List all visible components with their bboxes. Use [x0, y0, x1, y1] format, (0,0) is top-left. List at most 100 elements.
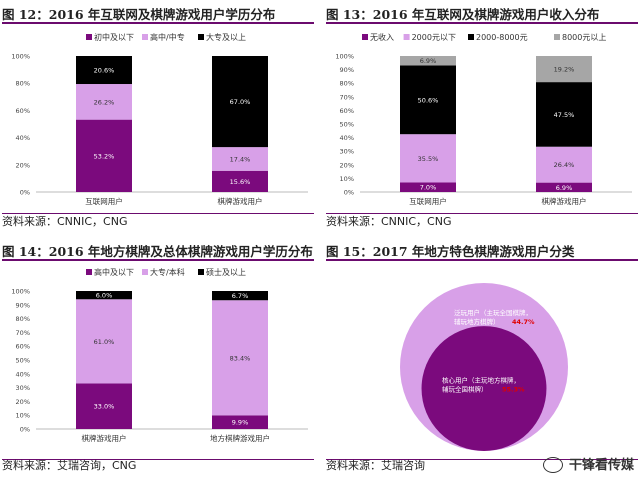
x-tick-label: 地方棋牌游戏用户 [210, 433, 270, 443]
y-tick-label: 0% [20, 189, 30, 197]
outer-label: 泛玩用户（主玩全国棋牌， [454, 308, 532, 317]
inner-label: 辅玩全国棋牌） [442, 385, 488, 394]
legend-label: 8000元以上 [562, 33, 606, 42]
data-label: 33.0% [94, 403, 115, 411]
figure-14-source: 资料来源：艾瑞咨询，CNG [2, 459, 137, 472]
y-tick-label: 0% [20, 426, 30, 434]
figure-15-panel: 图 15：2017 年地方特色棋牌游戏用户分类 泛玩用户（主玩全国棋牌， 辅玩地方… [326, 237, 638, 477]
legend-swatch [198, 269, 204, 275]
figure-14-panel: 图 14：2016 年地方棋牌及总体棋牌游戏用户学历分布 高中及以下 大专/本科 硕… [2, 237, 314, 477]
figure-13-panel: 图 13：2016 年互联网及棋牌游戏用户收入分布 无收入 2000元以下 2000… [326, 0, 638, 233]
bar-segment [536, 56, 592, 83]
source-divider [326, 459, 638, 460]
figure-15-source: 资料来源：艾瑞咨询 [326, 459, 425, 472]
bar-segment [76, 291, 132, 300]
legend-label: 大专及以上 [206, 32, 246, 42]
figure-13-source: 资料来源：CNNIC，CNG [326, 215, 452, 228]
data-label: 6.9% [420, 57, 437, 65]
outer-label: 辅玩地方棋牌） [454, 317, 500, 326]
y-tick-label: 40% [16, 134, 30, 142]
bar-segment [400, 134, 456, 183]
y-tick-label: 0% [344, 189, 354, 197]
y-tick-label: 80% [16, 315, 30, 323]
bar-segment [76, 299, 132, 384]
data-label: 6.7% [232, 292, 249, 300]
y-tick-label: 30% [340, 148, 354, 156]
legend-swatch [362, 34, 368, 40]
legend-label: 高中及以下 [94, 267, 134, 277]
y-tick-label: 20% [340, 161, 354, 169]
bar-segment [212, 415, 268, 429]
data-label: 50.6% [418, 96, 439, 104]
x-tick-label: 棋牌游戏用户 [82, 433, 127, 443]
title-divider [2, 259, 314, 261]
title-divider [326, 259, 638, 261]
source-divider [2, 459, 314, 460]
wechat-icon [542, 457, 563, 473]
title-divider [2, 22, 314, 24]
figure-12-chart: 初中及以下 高中/中专 大专及以上 0% 20% 40% 60% 80% 100% 53.2% 26… [11, 32, 308, 206]
data-label: 53.2% [94, 152, 115, 160]
y-tick-label: 70% [340, 93, 354, 101]
figure-12-source: 资料来源：CNNIC，CNG [2, 215, 128, 228]
inner-circle [421, 326, 547, 451]
legend-label: 2000元以下 [412, 33, 456, 42]
bar-segment [212, 56, 268, 148]
figure-12-title: 图 12：2016 年互联网及棋牌游戏用户学历分布 [2, 7, 276, 22]
figure-12-panel: 图 12：2016 年互联网及棋牌游戏用户学历分布 初中及以下 高中/中专 大专及以… [2, 0, 314, 233]
bar-segment [536, 82, 592, 147]
inner-value: 55.3% [502, 386, 525, 394]
data-label: 15.6% [230, 178, 251, 186]
legend-swatch [142, 269, 148, 275]
bar-segment [400, 65, 456, 135]
figure-14-chart: 高中及以下 大专/本科 硕士及以上 0% 10% 20% 30% 40% 50% 60% 70% 80… [11, 267, 308, 443]
y-tick-label: 100% [11, 288, 30, 296]
y-tick-label: 50% [340, 121, 354, 129]
outer-value: 44.7% [512, 318, 535, 326]
x-tick-label: 互联网用户 [409, 196, 447, 206]
legend-swatch [403, 34, 410, 40]
bar-segment [212, 147, 268, 171]
title-divider [326, 22, 638, 24]
bar-segment [400, 56, 456, 66]
y-tick-label: 90% [340, 66, 354, 74]
legend-label: 无收入 [370, 32, 394, 42]
data-label: 20.6% [94, 67, 115, 75]
data-label: 9.9% [232, 419, 249, 427]
watermark-text: 干锋看传媒 [568, 457, 634, 473]
x-tick-label: 棋牌游戏用户 [542, 196, 587, 206]
legend-label: 高中/中专 [150, 32, 185, 42]
y-tick-label: 60% [16, 107, 30, 115]
inner-label: 核心用户（主玩地方棋牌， [442, 376, 520, 385]
bar-segment [212, 170, 268, 192]
legend-swatch [554, 34, 560, 40]
figure-15-chart: 泛玩用户（主玩全国棋牌，辅玩地方棋牌） 44.7% 核心用户（主玩地方棋牌，辅玩全国… [400, 283, 568, 451]
data-label: 83.4% [230, 354, 251, 362]
x-tick-label: 棋牌游戏用户 [218, 196, 263, 206]
y-tick-label: 10% [16, 412, 30, 420]
data-label: 6.0% [96, 292, 113, 300]
legend-swatch [142, 34, 148, 40]
data-label: 26.4% [554, 161, 575, 169]
source-divider [2, 213, 314, 214]
y-tick-label: 20% [16, 398, 30, 406]
bar-segment [536, 182, 592, 192]
x-tick-label: 互联网用户 [85, 196, 123, 206]
legend-label: 大专/本科 [150, 267, 185, 277]
bar-segment [76, 84, 132, 120]
data-label: 67.0% [230, 98, 251, 106]
legend-label: 2000-8000元 [476, 33, 528, 42]
y-tick-label: 40% [340, 134, 354, 142]
y-tick-label: 40% [16, 370, 30, 378]
bar-segment [400, 182, 456, 192]
figure-13-chart: 无收入 2000元以下 2000-8000元 8000元以上 0% 10% 20% 30% 40… [335, 32, 632, 206]
data-label: 35.5% [418, 155, 439, 163]
legend-swatch [468, 34, 474, 40]
legend-label: 硕士及以上 [206, 267, 246, 277]
y-tick-label: 90% [16, 301, 30, 309]
data-label: 7.0% [420, 184, 437, 192]
figure-15-title: 图 15：2017 年地方特色棋牌游戏用户分类 [326, 244, 575, 259]
y-tick-label: 100% [11, 53, 30, 61]
legend-swatch [86, 34, 92, 40]
y-tick-label: 50% [16, 357, 30, 365]
